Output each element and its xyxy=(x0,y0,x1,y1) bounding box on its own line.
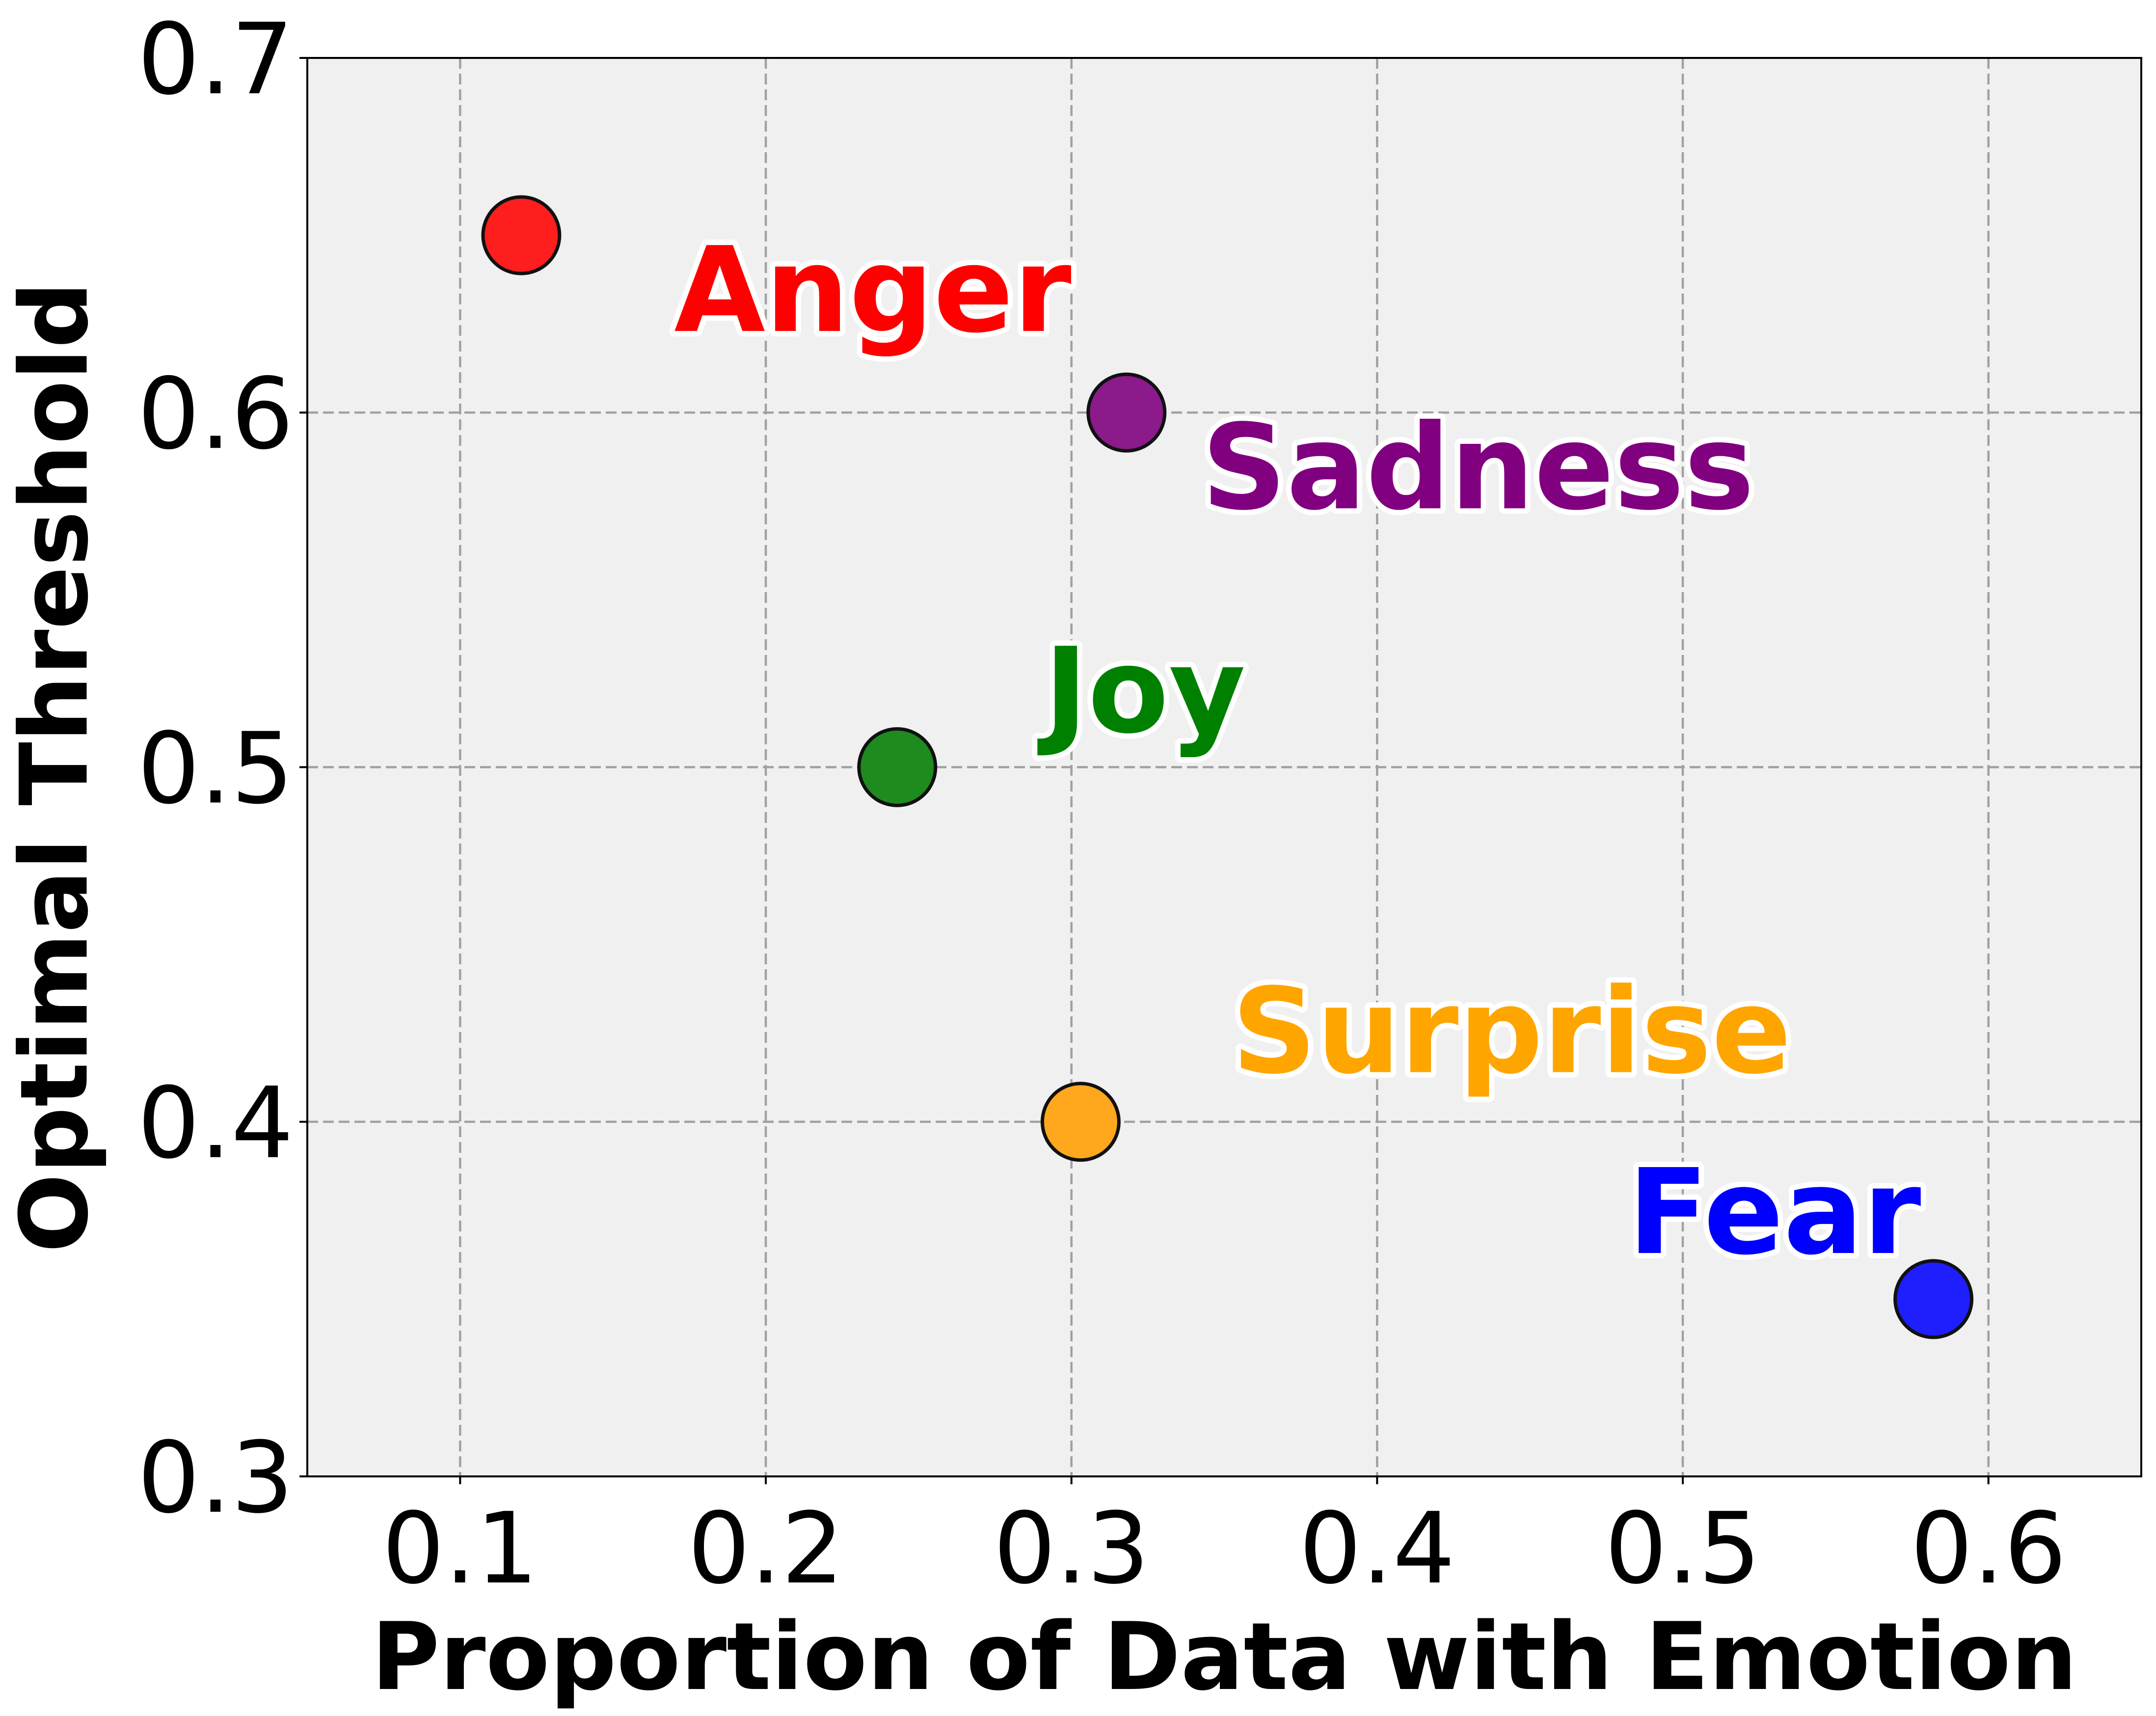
data-points xyxy=(481,195,1974,1339)
point-label-anger: Anger xyxy=(674,221,1072,359)
data-point-surprise xyxy=(1040,1082,1121,1162)
point-label-surprise: Surprise xyxy=(1232,963,1791,1100)
y-tick-label: 0.5 xyxy=(137,712,294,826)
x-tick-label: 0.2 xyxy=(688,1492,844,1606)
y-tick-label: 0.6 xyxy=(137,357,294,471)
grid-lines xyxy=(307,58,2141,1476)
x-tick-label: 0.4 xyxy=(1299,1492,1455,1606)
point-label-fear: Fear xyxy=(1628,1144,1921,1281)
y-tick-label: 0.4 xyxy=(137,1066,294,1181)
data-point-sadness xyxy=(1086,372,1167,453)
x-tick-label: 0.5 xyxy=(1605,1492,1761,1606)
y-axis-title: Optimal Threshold xyxy=(0,281,109,1253)
x-tick-label: 0.6 xyxy=(1911,1492,2067,1606)
data-point-joy xyxy=(857,727,938,807)
x-tick-label: 0.1 xyxy=(382,1492,538,1606)
x-tick-label: 0.3 xyxy=(994,1492,1150,1606)
data-point-fear xyxy=(1893,1259,1974,1339)
data-point-anger xyxy=(481,195,562,275)
axis-ticks: 0.1 0.2 0.3 0.4 0.5 0.6 0.3 0.4 0.5 0.6 0.7 xyxy=(137,2,2067,1606)
x-axis-title: Proportion of Data with Emotion xyxy=(371,1603,2077,1711)
y-tick-label: 0.3 xyxy=(137,1421,294,1535)
point-labels: Anger Sadness Joy Surprise Fear xyxy=(669,216,1926,1286)
point-label-joy: Joy xyxy=(1037,622,1246,760)
point-label-sadness: Sadness xyxy=(1202,399,1754,536)
y-tick-label: 0.7 xyxy=(137,2,294,117)
